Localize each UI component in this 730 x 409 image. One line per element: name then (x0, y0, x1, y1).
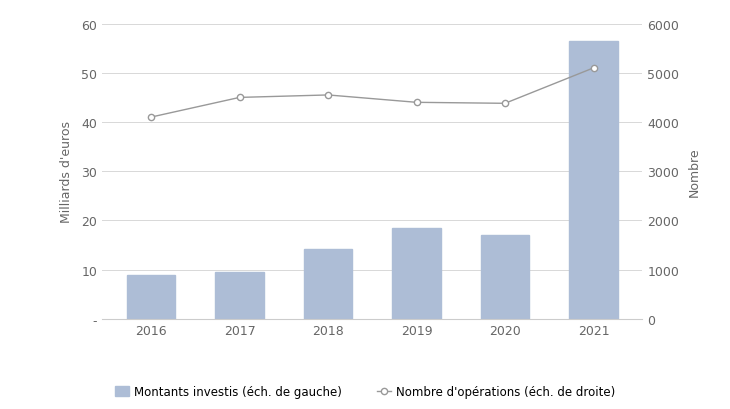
Bar (392, 228, 441, 319)
Bar (569, 42, 618, 319)
Y-axis label: Milliards d'euros: Milliards d'euros (60, 121, 73, 222)
Bar (127, 275, 175, 319)
Bar (480, 236, 529, 319)
Bar (215, 272, 264, 319)
Bar (304, 249, 353, 319)
Legend: Montants investis (éch. de gauche), Nombre d'opérations (éch. de droite): Montants investis (éch. de gauche), Nomb… (110, 381, 620, 403)
Y-axis label: Nombre: Nombre (688, 147, 701, 197)
